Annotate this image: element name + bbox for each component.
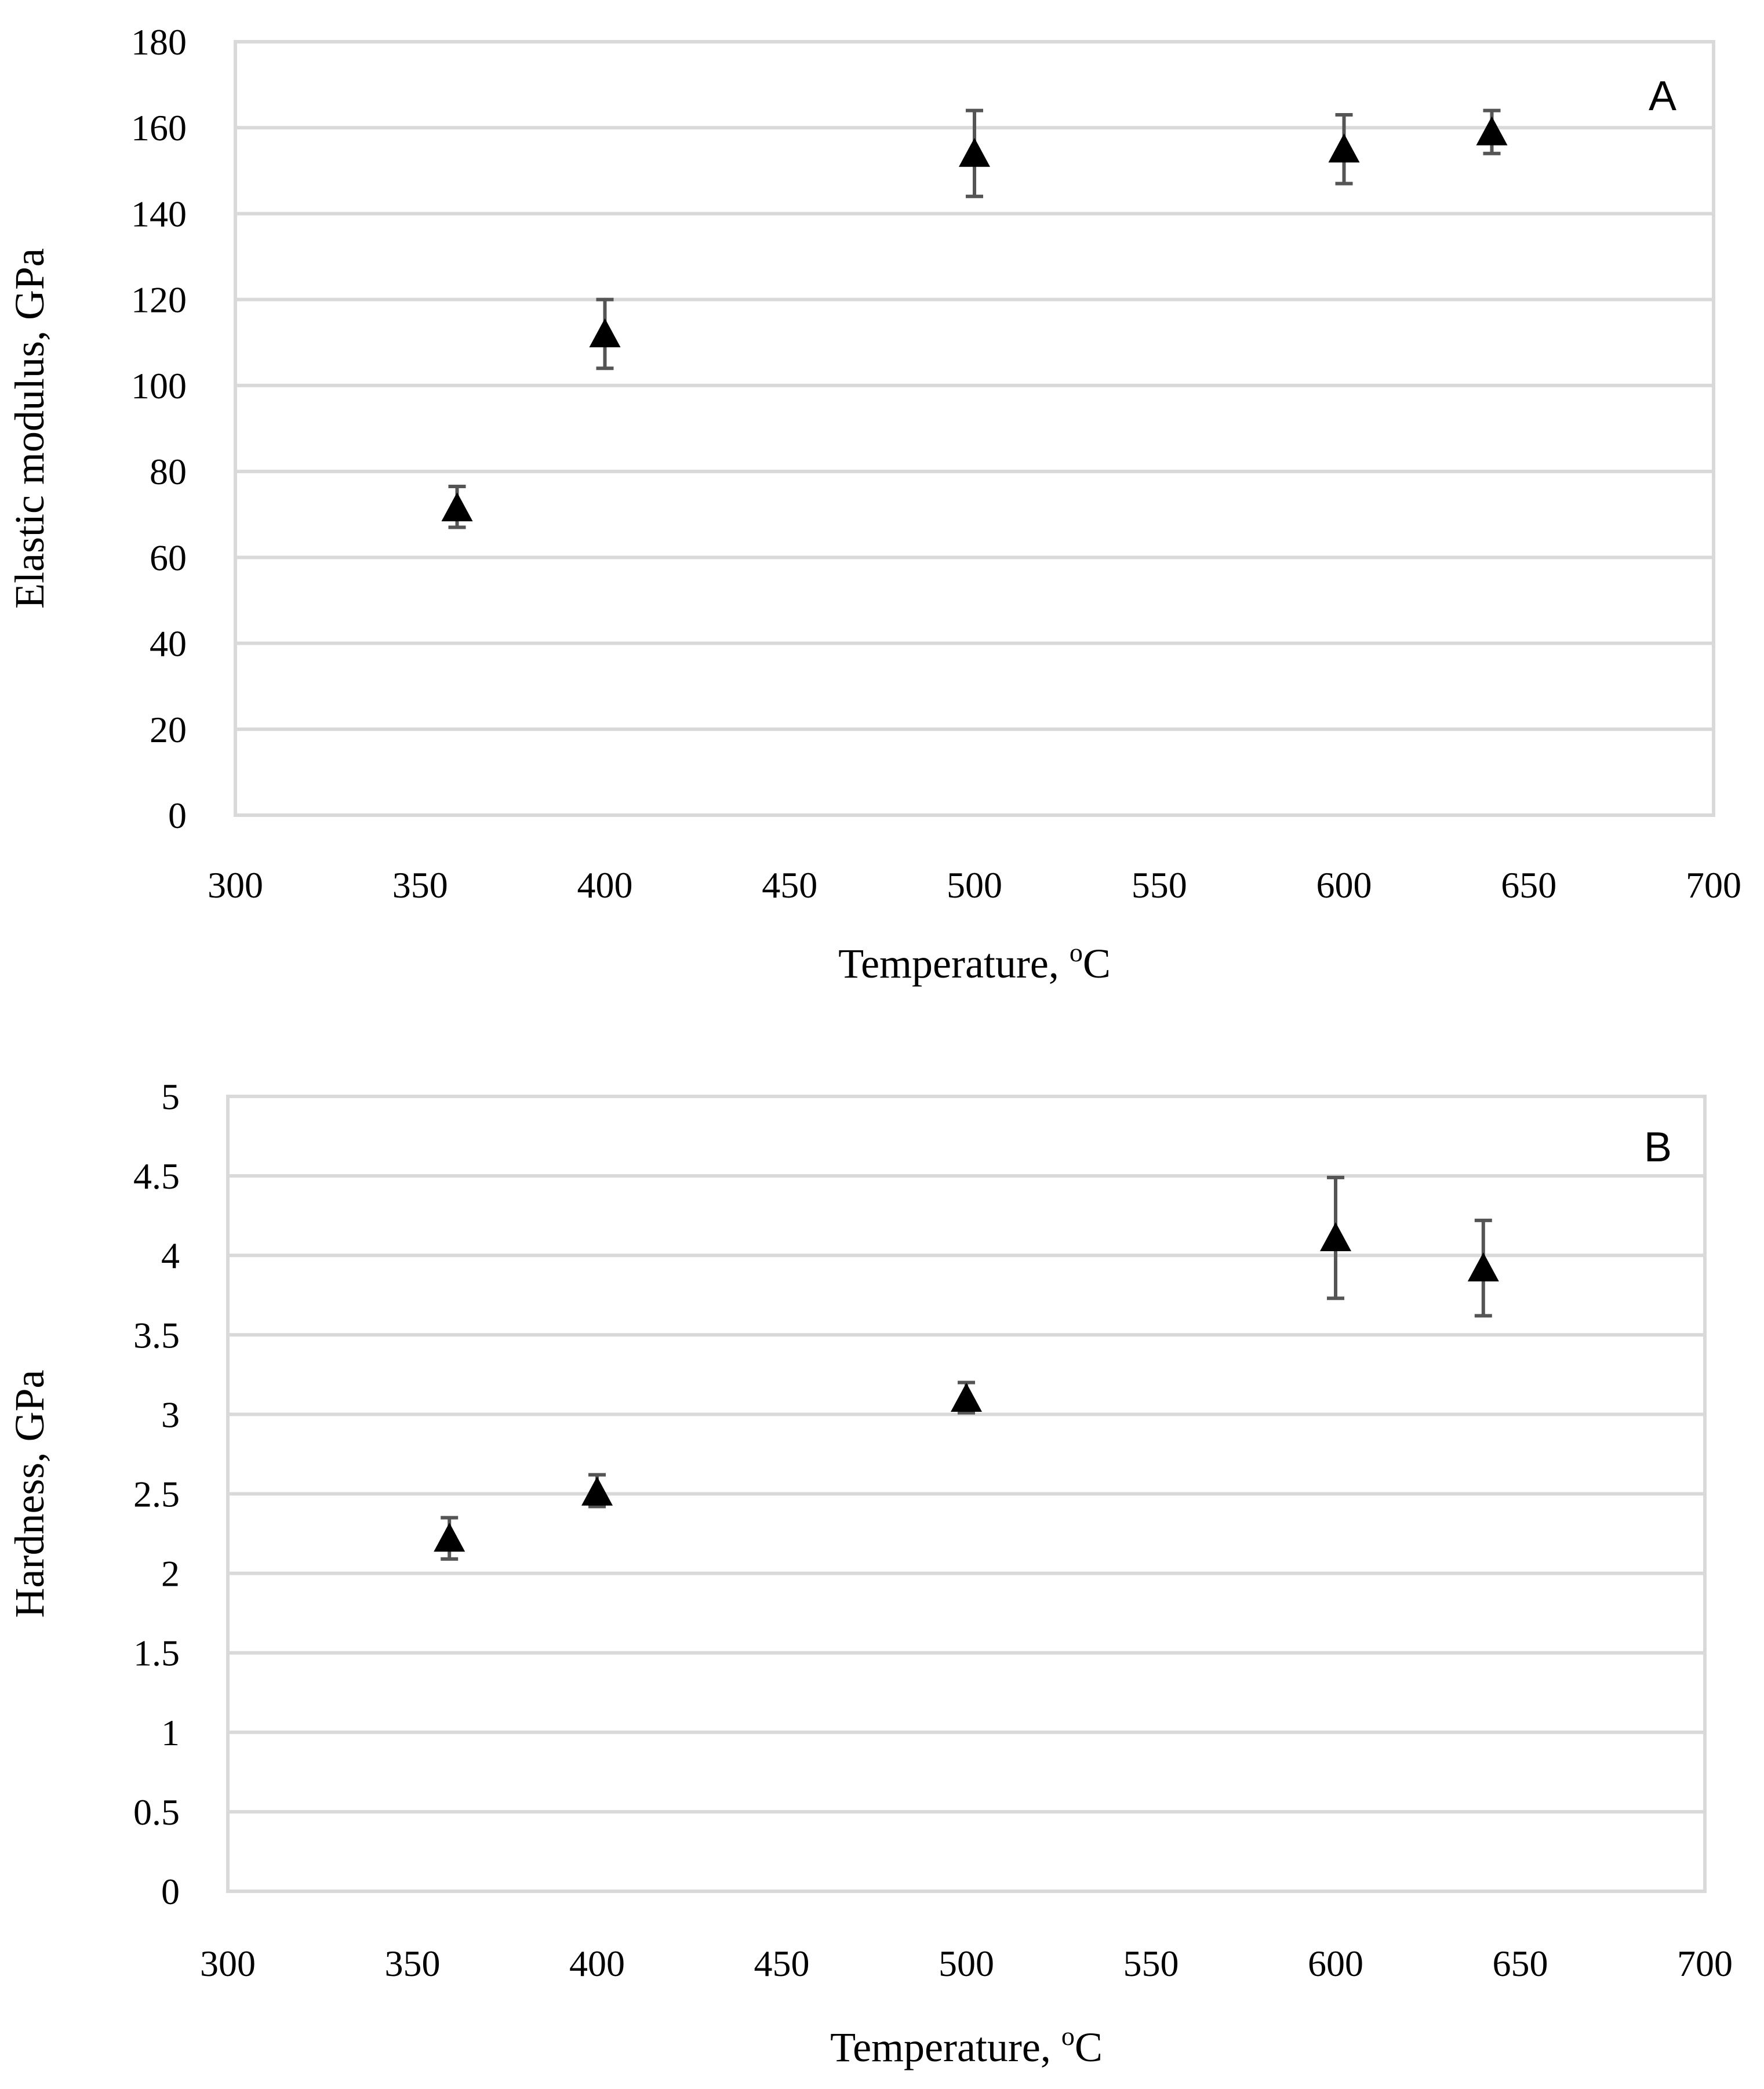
x-tick-label: 450 <box>754 1943 810 1984</box>
y-tick-label: 140 <box>131 193 187 234</box>
x-tick-label: 500 <box>939 1943 994 1984</box>
y-axis-title: Elastic modulus, GPa <box>6 248 53 609</box>
y-tick-label: 80 <box>150 451 187 492</box>
x-tick-label: 400 <box>577 864 633 906</box>
data-point-triangle <box>1328 133 1360 163</box>
x-axis-title-text: Temperature, <box>830 2024 1061 2070</box>
x-axis-title-unit: C <box>1083 940 1111 987</box>
y-tick-label: 1.5 <box>133 1633 180 1674</box>
y-axis-title: Hardness, GPa <box>6 1370 53 1618</box>
x-tick-label: 350 <box>392 864 448 906</box>
x-axis-title-unit: C <box>1075 2024 1103 2070</box>
x-tick-label: 600 <box>1316 864 1372 906</box>
data-point-triangle <box>959 137 990 167</box>
y-tick-label: 5 <box>161 1076 180 1117</box>
x-axis-title-degree: o <box>1070 938 1083 967</box>
y-tick-label: 3 <box>161 1394 180 1435</box>
y-tick-label: 100 <box>131 365 187 406</box>
x-axis-title: Temperature, oC <box>830 2021 1103 2070</box>
y-tick-label: 120 <box>131 279 187 321</box>
y-tick-label: 0 <box>168 795 187 836</box>
y-tick-label: 0 <box>161 1871 180 1912</box>
x-axis-title: Temperature, oC <box>838 938 1111 987</box>
y-tick-label: 4 <box>161 1235 180 1276</box>
data-point-triangle <box>589 318 621 347</box>
y-tick-label: 2 <box>161 1553 180 1594</box>
x-tick-label: 300 <box>208 864 263 906</box>
data-point-triangle <box>1320 1222 1351 1252</box>
chart-panel-b: 0 0.5 1 1.5 2 2.5 3 3.5 4 4.5 5 300 350 400 450 500 550 6… <box>6 1076 1733 2070</box>
y-tick-label: 1 <box>161 1712 180 1753</box>
y-tick-label: 40 <box>150 623 187 664</box>
x-tick-label: 450 <box>762 864 817 906</box>
data-point-triangle <box>1467 1252 1499 1282</box>
plot-area <box>226 1095 1707 1893</box>
y-tick-label: 3.5 <box>133 1314 180 1356</box>
x-axis-title-degree: o <box>1061 2021 1075 2051</box>
data-point-triangle <box>434 1523 465 1552</box>
x-axis-title-text: Temperature, <box>838 940 1070 987</box>
y-tick-label: 4.5 <box>133 1156 180 1197</box>
x-tick-label: 500 <box>947 864 1002 906</box>
data-point-triangle <box>1476 116 1508 146</box>
data-point-triangle <box>951 1382 982 1412</box>
chart-panel-a: 0 20 40 60 80 100 120 140 160 180 300 350 400 450 500 5… <box>6 21 1741 987</box>
x-tick-label: 650 <box>1501 864 1556 906</box>
x-tick-label: 350 <box>385 1943 441 1984</box>
x-tick-label: 600 <box>1308 1943 1363 1984</box>
panel-label: B <box>1644 1124 1672 1171</box>
plot-area <box>234 40 1715 817</box>
y-tick-label: 60 <box>150 537 187 578</box>
x-tick-label: 550 <box>1123 1943 1179 1984</box>
x-tick-label: 650 <box>1493 1943 1548 1984</box>
y-tick-label: 180 <box>131 21 187 63</box>
y-tick-label: 2.5 <box>133 1474 180 1515</box>
y-tick-label: 0.5 <box>133 1792 180 1833</box>
x-tick-label: 700 <box>1677 1943 1733 1984</box>
panel-label: A <box>1649 73 1676 119</box>
x-tick-label: 700 <box>1686 864 1741 906</box>
x-tick-label: 400 <box>569 1943 625 1984</box>
x-tick-label: 550 <box>1132 864 1187 906</box>
x-tick-label: 300 <box>200 1943 256 1984</box>
data-point-triangle <box>581 1476 613 1506</box>
data-point-triangle <box>441 492 473 522</box>
y-tick-label: 20 <box>150 709 187 750</box>
y-tick-label: 160 <box>131 107 187 148</box>
